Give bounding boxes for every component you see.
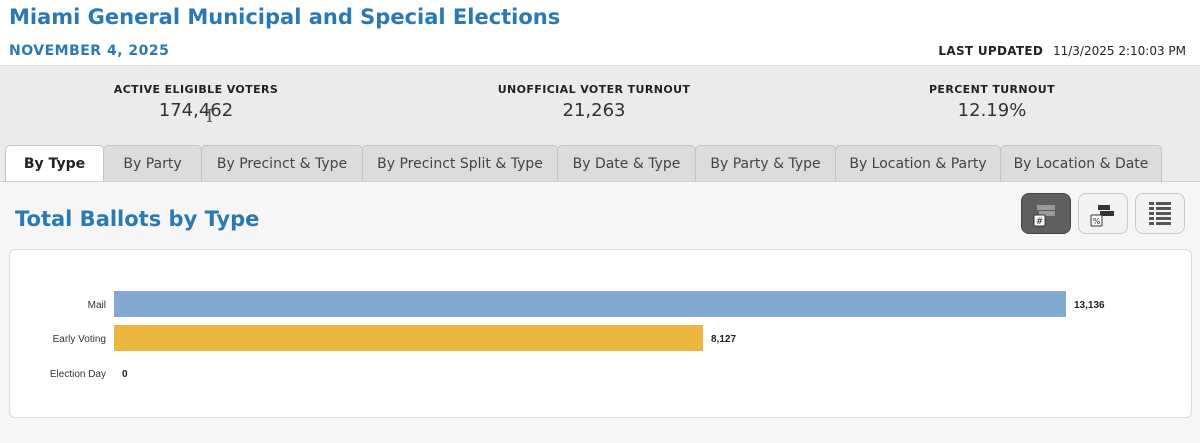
tab-by-precinct-type[interactable]: By Precinct & Type xyxy=(201,145,363,181)
percent-chart-button[interactable]: % xyxy=(1078,193,1128,234)
bar-category-label: Mail xyxy=(88,300,106,311)
ballots-by-type-chart: Mail 13,136 Early Voting 8,127 Election Day 0 xyxy=(9,249,1192,418)
bar-chart: Mail 13,136 Early Voting 8,127 Election Day 0 xyxy=(50,291,1105,380)
bar-early-voting[interactable] xyxy=(114,325,703,351)
count-chart-icon: # xyxy=(1033,204,1055,227)
bar-value-label: 8,127 xyxy=(711,334,736,345)
tab-bar: By Type By Party By Precinct & Type By P… xyxy=(5,145,1162,182)
tab-by-date-type[interactable]: By Date & Type xyxy=(557,145,696,181)
last-updated-label: LAST UPDATED xyxy=(938,44,1044,58)
tab-content: Total Ballots by Type # % xyxy=(0,181,1200,443)
bar-category-label: Early Voting xyxy=(53,334,106,345)
bar-category-label: Election Day xyxy=(50,369,106,380)
section-title: Total Ballots by Type xyxy=(15,207,260,231)
last-updated-value: 11/3/2025 2:10:03 PM xyxy=(1052,44,1186,58)
stat-value: 21,263 xyxy=(562,100,626,121)
svg-text:%: % xyxy=(1093,217,1101,226)
stat-active-voters: ACTIVE ELIGIBLE VOTERS 174,462 xyxy=(46,83,346,121)
text-cursor-icon: I xyxy=(206,106,214,127)
percent-chart-icon: % xyxy=(1090,204,1114,226)
svg-text:#: # xyxy=(1036,217,1044,227)
tab-by-party[interactable]: By Party xyxy=(103,145,202,181)
stat-value: 12.19% xyxy=(957,100,1027,121)
election-date: NOVEMBER 4, 2025 xyxy=(9,43,170,59)
last-updated: LAST UPDATED 11/3/2025 2:10:03 PM xyxy=(938,44,1186,58)
tab-by-location-party[interactable]: By Location & Party xyxy=(835,145,1001,181)
tab-by-location-date[interactable]: By Location & Date xyxy=(1000,145,1162,181)
stat-voter-turnout: UNOFFICIAL VOTER TURNOUT 21,263 xyxy=(444,83,744,121)
stat-percent-turnout: PERCENT TURNOUT 12.19% xyxy=(842,83,1142,121)
stat-label: ACTIVE ELIGIBLE VOTERS xyxy=(113,83,279,96)
tab-by-party-type[interactable]: By Party & Type xyxy=(695,145,836,181)
tab-by-type[interactable]: By Type xyxy=(5,145,104,182)
stat-label: PERCENT TURNOUT xyxy=(928,83,1056,96)
bar-value-label: 0 xyxy=(122,369,128,380)
stat-label: UNOFFICIAL VOTER TURNOUT xyxy=(497,83,691,96)
table-view-icon xyxy=(1149,201,1171,225)
table-view-button[interactable] xyxy=(1135,193,1185,234)
count-chart-button[interactable]: # xyxy=(1021,193,1071,234)
page-title: Miami General Municipal and Special Elec… xyxy=(9,5,561,29)
bar-mail[interactable] xyxy=(114,291,1066,317)
tab-by-precinct-split-type[interactable]: By Precinct Split & Type xyxy=(362,145,558,181)
bar-value-label: 13,136 xyxy=(1074,300,1105,311)
stat-value: 174,462 xyxy=(158,100,234,121)
